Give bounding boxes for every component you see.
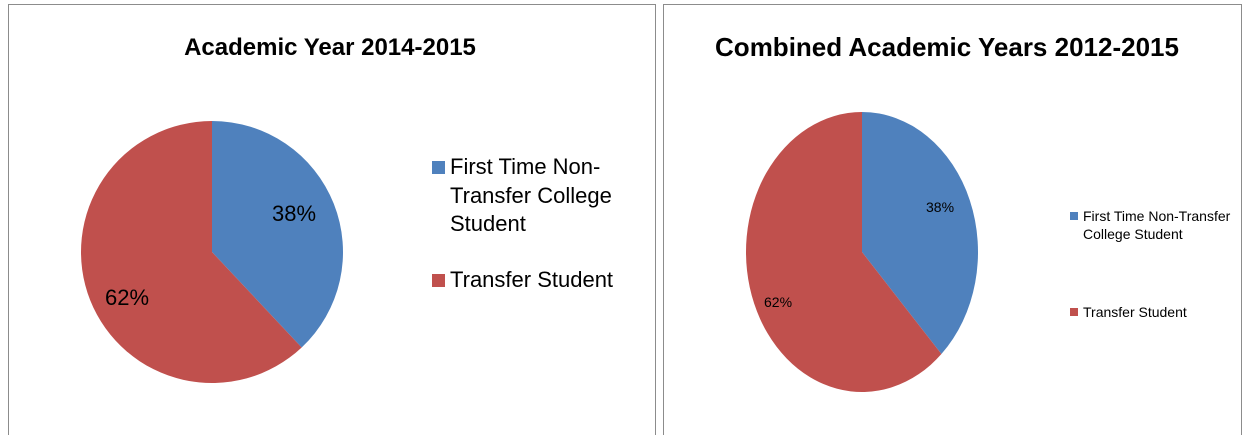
- chart-panel: [8, 4, 656, 435]
- data-label: 62%: [764, 294, 793, 310]
- legend-swatch: [1070, 211, 1078, 220]
- pie-slice: [81, 121, 302, 383]
- data-label: 62%: [105, 285, 150, 310]
- chart-panel: [663, 4, 1242, 435]
- pie-slice: [746, 112, 942, 392]
- legend-label: Transfer Student: [450, 267, 614, 292]
- data-label: 38%: [272, 201, 317, 226]
- legend-swatch: [432, 273, 445, 287]
- legend-label: First Time Non-Transfer College Student: [450, 154, 612, 237]
- legend-label: Transfer Student: [1083, 304, 1187, 320]
- pie-slice: [212, 121, 344, 348]
- legend-swatch: [432, 160, 445, 174]
- chart-title: Academic Year 2014-2015: [184, 34, 476, 61]
- data-label: 38%: [926, 199, 955, 215]
- legend-swatch: [1070, 307, 1078, 316]
- chart-title: Combined Academic Years 2012-2015: [715, 32, 1179, 62]
- pie-slice: [862, 112, 978, 355]
- legend-label: First Time Non-Transfer College Student: [1083, 208, 1231, 243]
